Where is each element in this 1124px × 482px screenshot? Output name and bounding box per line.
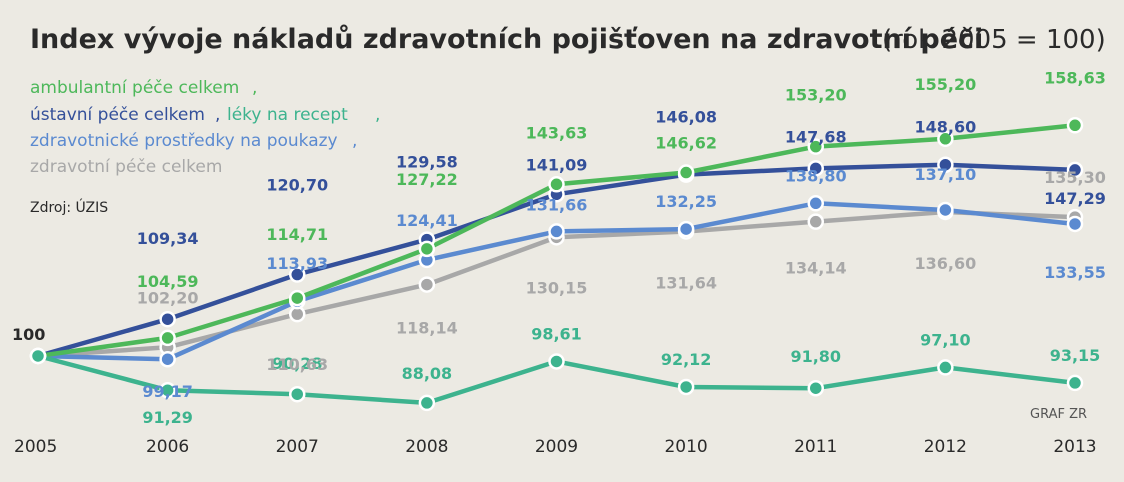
data-point <box>807 195 824 212</box>
data-label: 99,17 <box>142 382 193 401</box>
x-tick-label: 2010 <box>664 437 707 457</box>
x-tick-label: 2011 <box>794 437 837 457</box>
legend-comma-2: , <box>215 105 220 125</box>
data-point <box>807 379 824 397</box>
data-label: 141,09 <box>526 155 588 174</box>
data-point <box>807 138 824 155</box>
data-label: 143,63 <box>526 123 588 142</box>
data-label: 134,14 <box>785 259 847 278</box>
data-label: 146,62 <box>655 134 717 153</box>
data-label: 92,12 <box>661 350 712 369</box>
data-label: 137,10 <box>915 165 977 184</box>
legend-pece: zdravotní péče celkem <box>30 157 222 177</box>
data-label: 91,80 <box>790 347 841 366</box>
data-point <box>29 347 47 365</box>
data-point <box>159 350 176 368</box>
data-label: 127,22 <box>396 170 458 189</box>
data-point <box>289 289 306 307</box>
data-label: 113,93 <box>266 254 328 273</box>
data-label: 88,08 <box>402 364 453 383</box>
x-axis: 2005 2006 2007 2008 2009 2010 2011 2012 2013 <box>14 437 1097 457</box>
data-label: 148,60 <box>915 118 977 137</box>
legend-comma-4: , <box>352 131 357 151</box>
series-points <box>29 117 1084 412</box>
data-label: 120,70 <box>266 176 328 195</box>
data-label: 133,55 <box>1044 263 1106 282</box>
x-tick-label: 2005 <box>14 437 57 457</box>
data-point <box>159 329 176 347</box>
x-tick-label: 2013 <box>1053 437 1096 457</box>
x-tick-label: 2012 <box>924 437 967 457</box>
data-point <box>937 201 954 219</box>
source-note: Zdroj: ÚZIS <box>30 198 108 216</box>
data-label: 136,60 <box>915 254 977 273</box>
data-labels: 104,59 114,71 127,22 143,63 146,62 153,20 155,… <box>137 68 1106 427</box>
data-label: 124,41 <box>396 211 458 230</box>
data-label: 135,30 <box>1044 168 1106 187</box>
data-point <box>1066 374 1084 392</box>
data-label: 90,28 <box>272 354 323 373</box>
graph-credit: GRAF ZR <box>1030 407 1087 422</box>
legend-leky: léky na recept <box>227 105 348 125</box>
data-label: 129,58 <box>396 153 458 172</box>
data-label: 146,08 <box>655 108 717 127</box>
data-point <box>677 220 695 238</box>
chart-title: Index vývoje nákladů zdravotních pojišťo… <box>30 24 983 55</box>
base-label: 100 <box>12 325 45 344</box>
x-tick-label: 2007 <box>276 437 319 457</box>
data-point <box>418 394 436 412</box>
data-point <box>937 156 954 173</box>
data-point <box>807 160 824 177</box>
legend-ambulantni: ambulantní péče celkem <box>30 78 239 98</box>
data-point <box>418 240 436 258</box>
data-point <box>677 164 695 181</box>
data-point <box>159 310 176 328</box>
data-point <box>937 359 954 376</box>
data-point <box>289 266 306 283</box>
data-label: 91,29 <box>142 408 193 427</box>
data-label: 97,10 <box>920 330 971 349</box>
data-point <box>807 213 824 230</box>
data-label: 109,34 <box>137 229 199 248</box>
data-label: 93,15 <box>1050 346 1101 365</box>
data-point <box>548 223 565 240</box>
legend-comma-1: , <box>252 78 257 98</box>
data-point <box>677 378 695 396</box>
data-label: 110,63 <box>266 355 328 374</box>
legend-comma-3: , <box>375 105 380 125</box>
data-label: 131,64 <box>655 273 717 292</box>
legend: ambulantní péče celkem , ústavní péče ce… <box>30 78 380 177</box>
data-label: 147,29 <box>1044 189 1106 208</box>
data-label: 131,66 <box>526 195 588 214</box>
data-label: 155,20 <box>915 75 977 94</box>
legend-ustavni: ústavní péče celkem <box>30 105 205 125</box>
data-point <box>548 353 565 370</box>
data-label: 118,14 <box>396 319 458 338</box>
data-point <box>289 385 306 403</box>
chart-subtitle: (rok 2005 = 100) <box>882 25 1106 55</box>
legend-prostredky: zdravotnické prostředky na poukazy <box>30 131 338 151</box>
data-label: 104,59 <box>137 272 199 291</box>
data-label: 102,20 <box>137 288 199 307</box>
data-point <box>159 381 176 399</box>
data-label: 147,68 <box>785 127 847 146</box>
data-label: 130,15 <box>526 278 588 297</box>
x-tick-label: 2006 <box>146 437 189 457</box>
data-label: 132,25 <box>655 192 717 211</box>
data-point <box>418 276 436 293</box>
data-label: 153,20 <box>785 86 847 105</box>
data-point <box>937 130 954 148</box>
data-point <box>1066 161 1084 179</box>
data-label: 98,61 <box>531 324 582 343</box>
x-tick-label: 2009 <box>535 437 578 457</box>
data-label: 158,63 <box>1044 68 1106 87</box>
data-point <box>1066 215 1084 233</box>
x-tick-label: 2008 <box>405 437 448 457</box>
data-label: 138,80 <box>785 166 847 185</box>
data-point <box>1066 117 1084 134</box>
data-label: 114,71 <box>266 225 328 244</box>
data-point <box>548 176 565 193</box>
